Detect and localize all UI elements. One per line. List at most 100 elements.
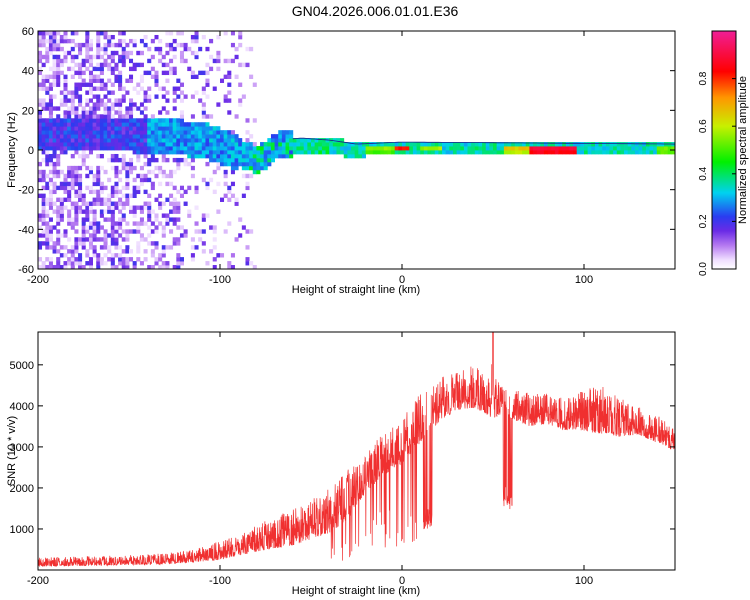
heatmap-cell xyxy=(190,114,195,119)
colorbar-tick: 0.0 xyxy=(698,262,736,276)
heatmap-cell xyxy=(78,209,83,214)
heatmap-cell xyxy=(96,66,101,72)
heatmap-cell xyxy=(114,153,119,159)
heatmap-cell xyxy=(150,74,155,79)
heatmap-cell xyxy=(296,150,301,155)
heatmap-cell xyxy=(154,134,159,139)
heatmap-cell xyxy=(121,122,126,127)
heatmap-cell xyxy=(547,146,552,151)
heatmap-cell xyxy=(129,50,134,56)
heatmap-cell xyxy=(536,146,541,151)
heatmap-cell xyxy=(74,261,79,266)
heatmap-cell xyxy=(38,130,43,135)
heatmap-cell xyxy=(318,146,323,151)
heatmap-cell xyxy=(139,130,144,135)
heatmap-cell xyxy=(158,134,163,139)
heatmap-cell xyxy=(220,161,225,167)
heatmap-cell xyxy=(107,54,112,60)
heatmap-cell xyxy=(63,82,68,87)
heatmap-cell xyxy=(99,209,104,214)
heatmap-cell xyxy=(85,102,90,107)
heatmap-cell xyxy=(230,138,235,143)
heatmap-cell xyxy=(139,146,144,151)
heatmap-cell xyxy=(234,114,239,119)
heatmap-cell xyxy=(467,146,472,151)
heatmap-cell xyxy=(45,229,50,234)
heatmap-cell xyxy=(99,62,104,68)
heatmap-cell xyxy=(489,142,494,147)
heatmap-cell xyxy=(70,205,75,210)
heatmap-cell xyxy=(121,114,126,119)
heatmap-cell xyxy=(183,157,188,163)
heatmap-cell xyxy=(45,118,50,123)
heatmap-cell xyxy=(507,146,512,151)
snr-y-tick: 2000 xyxy=(10,483,675,495)
heatmap-cell xyxy=(81,153,86,159)
heatmap-cell xyxy=(56,114,61,119)
heatmap-cell xyxy=(70,90,75,95)
heatmap-cell xyxy=(172,146,177,151)
heatmap-cell xyxy=(485,146,490,151)
heatmap-cell xyxy=(85,90,90,95)
heatmap-cell xyxy=(416,142,421,147)
heatmap-cell xyxy=(88,142,93,147)
heatmap-cell xyxy=(81,193,86,198)
heatmap-cell xyxy=(125,142,130,147)
heatmap-cell xyxy=(88,138,93,143)
heatmap-cell xyxy=(212,157,217,163)
heatmap-cell xyxy=(249,165,254,171)
heatmap-cell xyxy=(48,142,53,147)
heatmap-cell xyxy=(147,169,152,175)
heatmap-cell xyxy=(383,150,388,155)
heatmap-cell xyxy=(438,150,443,155)
heatmap-cell xyxy=(227,74,232,79)
heatmap-cell xyxy=(150,241,155,246)
heatmap-cell xyxy=(121,185,126,191)
heatmap-cell xyxy=(74,169,79,175)
heatmap-cell xyxy=(205,82,210,87)
heatmap-cell xyxy=(45,157,50,163)
heatmap-cell xyxy=(118,261,123,266)
heatmap-cell xyxy=(85,201,90,206)
heatmap-cell xyxy=(88,233,93,238)
heatmap-cell xyxy=(172,201,177,206)
heatmap-cell xyxy=(132,138,137,143)
heatmap-cell xyxy=(449,142,454,147)
heatmap-cell xyxy=(216,66,221,72)
colorbar-ticks: 0.00.20.40.60.8 xyxy=(698,71,736,276)
heatmap-cell xyxy=(59,265,64,269)
heatmap-cell xyxy=(78,261,83,266)
heatmap-cell xyxy=(209,138,214,143)
heatmap-cell xyxy=(118,134,123,139)
heatmap-cell xyxy=(147,138,152,143)
heatmap-cell xyxy=(114,138,119,143)
heatmap-cell xyxy=(551,150,556,155)
heatmap-cell xyxy=(311,142,316,147)
heatmap-cell xyxy=(285,150,290,155)
heatmap-cell xyxy=(409,150,414,155)
heatmap-cell xyxy=(52,130,57,135)
heatmap-cell xyxy=(241,142,246,147)
heatmap-cell xyxy=(48,257,53,262)
heatmap-cell xyxy=(41,126,46,131)
heatmap-cell xyxy=(74,82,79,87)
heatmap-cell xyxy=(154,138,159,143)
heatmap-cell xyxy=(245,146,250,151)
heatmap-cell xyxy=(121,265,126,269)
heatmap-cell xyxy=(154,94,159,99)
heatmap-cell xyxy=(150,122,155,127)
heatmap-cell xyxy=(45,130,50,135)
heatmap-cell xyxy=(179,130,184,135)
heatmap-cell xyxy=(165,261,170,266)
heatmap-cell xyxy=(74,221,79,226)
heatmap-cell xyxy=(96,165,101,171)
heatmap-cell xyxy=(45,185,50,191)
heatmap-cell xyxy=(92,197,97,202)
heatmap-cell xyxy=(92,110,97,115)
heatmap-cell xyxy=(103,50,108,56)
heatmap-cell xyxy=(129,102,134,107)
heatmap-cell xyxy=(179,257,184,262)
heatmap-cell xyxy=(52,46,57,52)
heatmap-cell xyxy=(114,74,119,79)
